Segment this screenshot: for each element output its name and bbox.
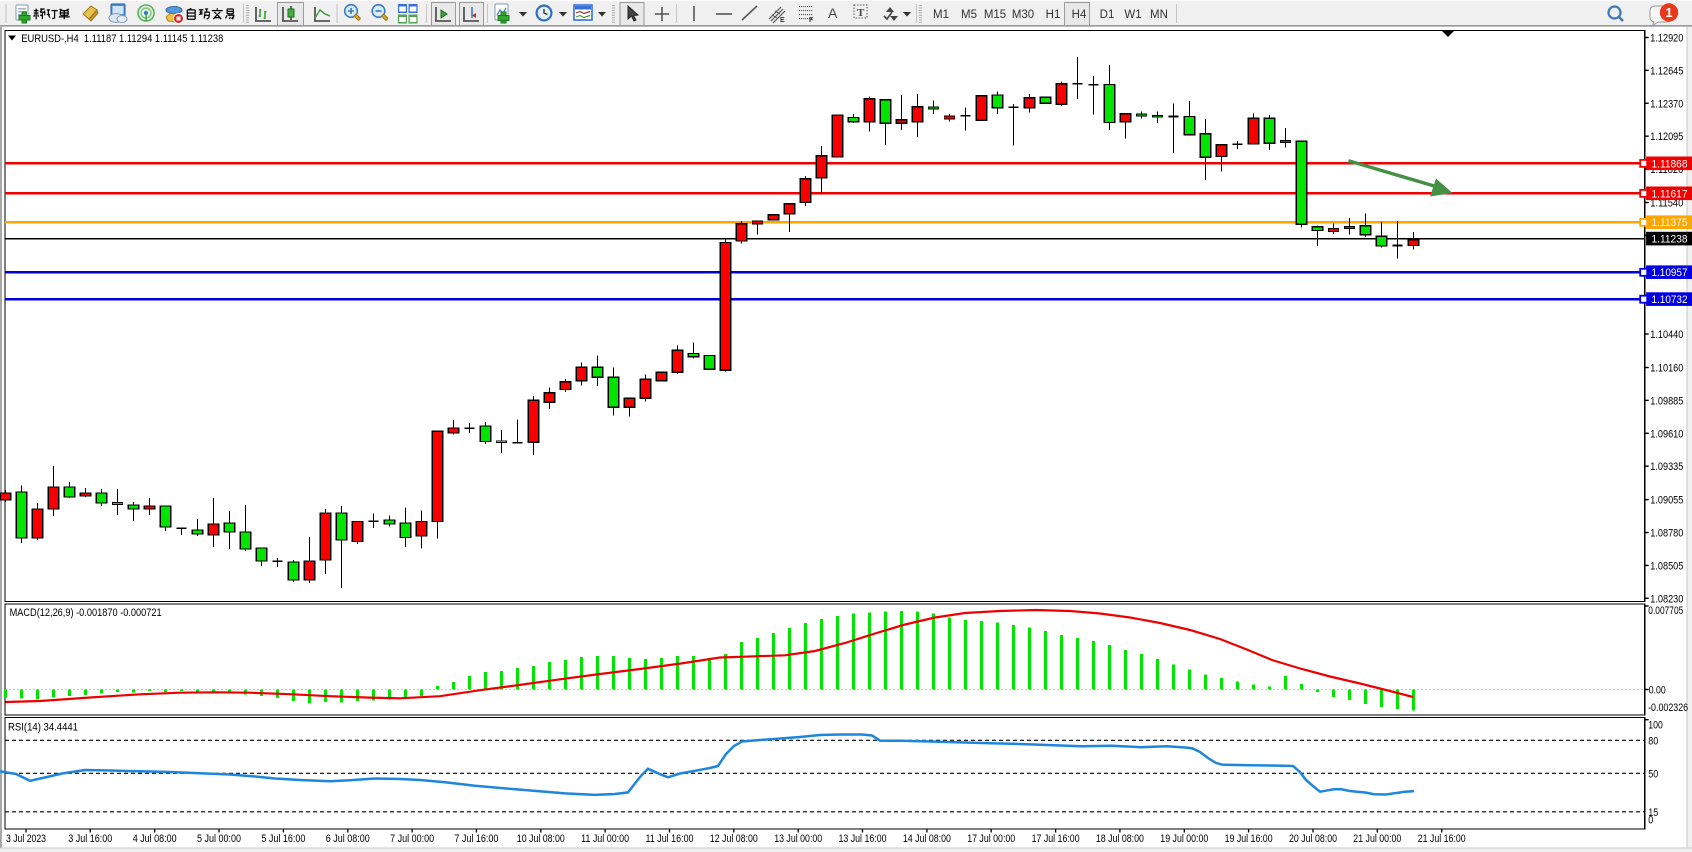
svg-text:1.08780: 1.08780 bbox=[1650, 528, 1683, 540]
svg-text:7 Jul 16:00: 7 Jul 16:00 bbox=[454, 833, 498, 845]
svg-text:H4: H4 bbox=[1072, 9, 1087, 21]
svg-text:1.09885: 1.09885 bbox=[1650, 395, 1683, 407]
svg-text:1: 1 bbox=[1665, 5, 1672, 20]
svg-text:17 Jul 16:00: 17 Jul 16:00 bbox=[1032, 833, 1080, 845]
svg-text:17 Jul 00:00: 17 Jul 00:00 bbox=[967, 833, 1015, 845]
svg-text:13 Jul 00:00: 13 Jul 00:00 bbox=[774, 833, 822, 845]
svg-text:M30: M30 bbox=[1012, 9, 1034, 21]
svg-text:21 Jul 00:00: 21 Jul 00:00 bbox=[1353, 833, 1401, 845]
svg-text:EURUSD-,H4 1.11187 1.11294 1.: EURUSD-,H4 1.11187 1.11294 1.11145 1.112… bbox=[21, 33, 223, 45]
svg-text:-0.002326: -0.002326 bbox=[1648, 702, 1688, 714]
svg-text:M15: M15 bbox=[984, 9, 1006, 21]
svg-text:1.11617: 1.11617 bbox=[1652, 188, 1688, 200]
svg-text:1.12645: 1.12645 bbox=[1650, 65, 1683, 77]
svg-text:15: 15 bbox=[1648, 807, 1658, 819]
svg-text:13 Jul 16:00: 13 Jul 16:00 bbox=[839, 833, 887, 845]
svg-text:50: 50 bbox=[1648, 768, 1658, 780]
svg-text:1.11868: 1.11868 bbox=[1652, 158, 1688, 170]
svg-text:1.10160: 1.10160 bbox=[1650, 363, 1683, 375]
svg-text:H1: H1 bbox=[1046, 9, 1061, 21]
svg-text:80: 80 bbox=[1648, 735, 1658, 747]
svg-text:100: 100 bbox=[1648, 720, 1663, 732]
svg-text:MACD(12,26,9) -0.001870 -0.000: MACD(12,26,9) -0.001870 -0.000721 bbox=[10, 607, 162, 619]
svg-text:MN: MN bbox=[1150, 9, 1168, 21]
svg-text:5 Jul 00:00: 5 Jul 00:00 bbox=[197, 833, 241, 845]
svg-text:3 Jul 16:00: 3 Jul 16:00 bbox=[68, 833, 112, 845]
svg-text:1.12095: 1.12095 bbox=[1650, 131, 1683, 143]
svg-text:0: 0 bbox=[1648, 815, 1653, 827]
svg-text:1.09055: 1.09055 bbox=[1650, 495, 1683, 507]
svg-text:0.00: 0.00 bbox=[1649, 685, 1666, 697]
svg-text:1.09335: 1.09335 bbox=[1650, 461, 1683, 473]
svg-text:7 Jul 00:00: 7 Jul 00:00 bbox=[390, 833, 434, 845]
svg-text:21 Jul 16:00: 21 Jul 16:00 bbox=[1418, 833, 1466, 845]
svg-text:5 Jul 16:00: 5 Jul 16:00 bbox=[261, 833, 305, 845]
svg-text:RSI(14) 34.4441: RSI(14) 34.4441 bbox=[8, 722, 78, 734]
svg-text:F: F bbox=[809, 17, 814, 24]
svg-text:14 Jul 08:00: 14 Jul 08:00 bbox=[903, 833, 951, 845]
svg-text:M1: M1 bbox=[933, 9, 949, 21]
svg-text:1.10732: 1.10732 bbox=[1652, 294, 1688, 306]
svg-text:4 Jul 08:00: 4 Jul 08:00 bbox=[133, 833, 177, 845]
svg-text:1.11375: 1.11375 bbox=[1652, 217, 1688, 229]
svg-text:11 Jul 16:00: 11 Jul 16:00 bbox=[646, 833, 694, 845]
svg-text:3 Jul 2023: 3 Jul 2023 bbox=[6, 833, 46, 845]
svg-text:20 Jul 08:00: 20 Jul 08:00 bbox=[1289, 833, 1337, 845]
svg-text:1.11238: 1.11238 bbox=[1652, 234, 1688, 246]
svg-text:18 Jul 08:00: 18 Jul 08:00 bbox=[1096, 833, 1144, 845]
svg-text:19 Jul 00:00: 19 Jul 00:00 bbox=[1160, 833, 1208, 845]
svg-text:1.10440: 1.10440 bbox=[1650, 329, 1683, 341]
svg-text:0.007705: 0.007705 bbox=[1648, 605, 1683, 617]
svg-text:1.12920: 1.12920 bbox=[1650, 33, 1683, 45]
svg-text:1.10957: 1.10957 bbox=[1652, 267, 1688, 279]
svg-text:D1: D1 bbox=[1100, 9, 1115, 21]
svg-text:A: A bbox=[828, 5, 838, 21]
svg-text:11 Jul 00:00: 11 Jul 00:00 bbox=[581, 833, 629, 845]
svg-text:10 Jul 08:00: 10 Jul 08:00 bbox=[517, 833, 565, 845]
svg-text:1.08230: 1.08230 bbox=[1650, 593, 1683, 605]
svg-text:M5: M5 bbox=[961, 9, 977, 21]
svg-text:W1: W1 bbox=[1124, 9, 1141, 21]
svg-text:1.09610: 1.09610 bbox=[1650, 428, 1683, 440]
svg-text:1.12370: 1.12370 bbox=[1650, 98, 1683, 110]
svg-text:12 Jul 08:00: 12 Jul 08:00 bbox=[710, 833, 758, 845]
svg-text:1.11540: 1.11540 bbox=[1650, 198, 1683, 210]
svg-text:19 Jul 16:00: 19 Jul 16:00 bbox=[1225, 833, 1273, 845]
svg-text:T: T bbox=[857, 7, 865, 19]
svg-text:E: E bbox=[780, 17, 785, 24]
svg-text:6 Jul 08:00: 6 Jul 08:00 bbox=[326, 833, 370, 845]
svg-text:1.08505: 1.08505 bbox=[1650, 560, 1683, 572]
